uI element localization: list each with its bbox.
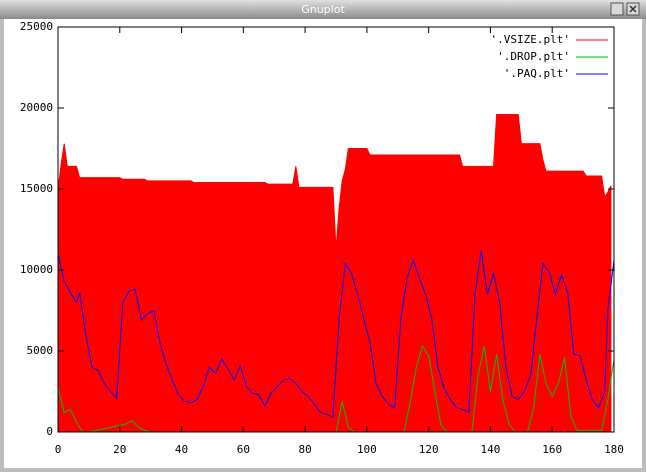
legend-label: '.PAQ.plt' <box>504 67 570 80</box>
y-tick-label: 15000 <box>20 182 53 195</box>
x-tick-label: 60 <box>237 443 250 456</box>
title-bar <box>0 0 646 19</box>
window-title: Gnuplot <box>301 3 345 16</box>
y-tick-label: 0 <box>46 425 53 438</box>
line <box>57 344 615 433</box>
y-tick-label: 10000 <box>20 263 53 276</box>
legend-label: '.DROP.plt' <box>497 50 570 63</box>
plot: 0 5000 10000 15000 20000 25000 0 20 40 60 80 100 120… <box>20 20 624 456</box>
x-tick-label: 0 <box>55 443 62 456</box>
x-tick-label: 80 <box>298 443 311 456</box>
x-tick-label: 120 <box>419 443 439 456</box>
area <box>57 113 612 433</box>
legend-label: '.VSIZE.plt' <box>491 33 570 46</box>
x-tick-label: 180 <box>604 443 624 456</box>
x-tick-label: 100 <box>357 443 377 456</box>
line <box>57 250 615 419</box>
y-tick-label: 25000 <box>20 20 53 33</box>
plot-frame <box>57 26 615 433</box>
y-tick-label: 20000 <box>20 101 53 114</box>
x-tick-label: 40 <box>175 443 188 456</box>
window-buttons[interactable] <box>610 2 640 16</box>
x-tick-label: 20 <box>113 443 126 456</box>
minimize-button[interactable] <box>610 2 624 16</box>
close-icon <box>629 5 637 13</box>
x-tick-label: 140 <box>481 443 501 456</box>
y-tick-label: 5000 <box>27 344 54 357</box>
x-tick-label: 160 <box>542 443 562 456</box>
